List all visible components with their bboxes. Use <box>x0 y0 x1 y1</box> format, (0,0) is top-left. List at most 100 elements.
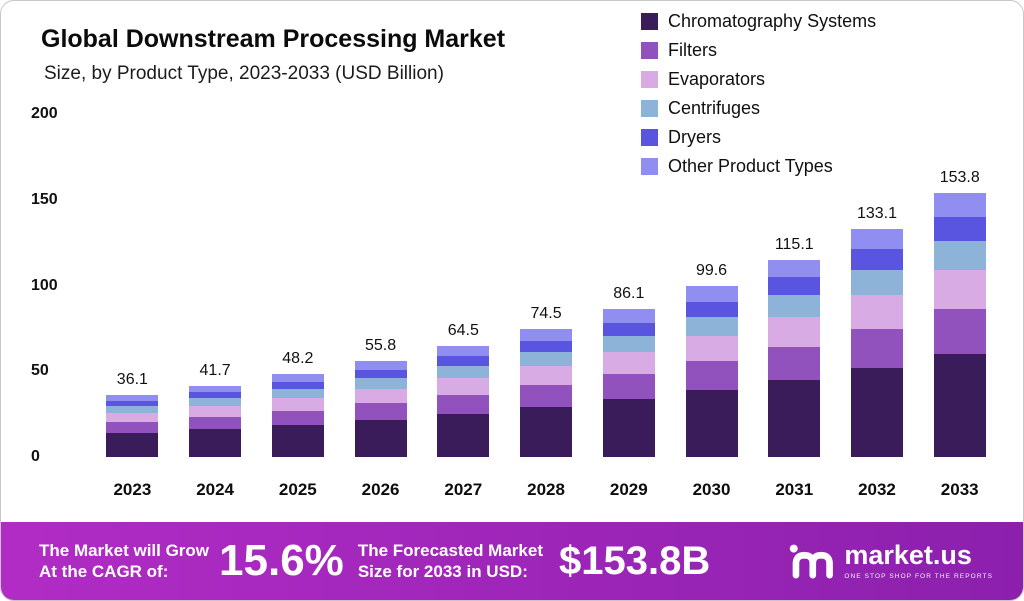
plot-area: 36.1 41.7 48.2 55.8 64.5 74.5 86.1 99.6 115.1 133… <box>91 97 1001 457</box>
bar-segment-centrifuges <box>768 295 821 317</box>
bar-segment-other-product-types <box>106 395 159 401</box>
bar-total-label: 153.8 <box>939 169 980 187</box>
cagr-label-line1: The Market will Grow <box>39 540 210 560</box>
bar-total-label: 99.6 <box>695 262 728 280</box>
x-axis: 2023 2024 2025 2026 2027 2028 2029 2030 2031 2032… <box>91 480 1001 504</box>
bar-segment-chromatography-systems <box>933 354 986 457</box>
bar-segment-filters <box>271 410 324 425</box>
y-tick-150: 150 <box>31 190 58 208</box>
bar-column-2024: 41.7 <box>174 362 257 458</box>
bar-segment-evaporators <box>933 269 986 310</box>
bar-segment-chromatography-systems <box>602 399 655 457</box>
bar-total-label: 74.5 <box>530 305 562 323</box>
chart-header: Global Downstream Processing Market Size… <box>41 25 505 85</box>
legend-item-dryers: Dryers <box>641 127 876 148</box>
bar-segment-evaporators <box>602 352 655 375</box>
cagr-value: 15.6% <box>219 536 344 585</box>
bar-2029 <box>602 309 655 457</box>
bar-segment-other-product-types <box>602 309 655 323</box>
y-tick-100: 100 <box>31 276 58 294</box>
legend-label: Dryers <box>668 127 721 147</box>
brand-name: market.us <box>844 540 972 570</box>
bar-segment-other-product-types <box>437 346 490 357</box>
forecast-value: $153.8B <box>559 538 711 583</box>
bar-segment-chromatography-systems <box>850 367 903 457</box>
bar-2027 <box>437 346 490 457</box>
bar-segment-chromatography-systems <box>106 432 159 457</box>
bar-segment-filters <box>602 374 655 400</box>
legend-label: Chromatography Systems <box>668 11 877 31</box>
legend-swatch-evaporators <box>641 71 658 88</box>
y-tick-50: 50 <box>31 362 49 380</box>
x-tick-2029: 2029 <box>609 480 648 499</box>
x-tick-2028: 2028 <box>527 480 565 499</box>
x-tick-2033: 2033 <box>940 480 979 499</box>
legend-item-other-product-types: Other Product Types <box>641 156 876 177</box>
bar-segment-dryers <box>437 356 490 367</box>
legend-item-centrifuges: Centrifuges <box>641 98 876 119</box>
bar-total-label: 64.5 <box>447 322 479 340</box>
bar-segment-chromatography-systems <box>685 390 738 457</box>
bar-segment-dryers <box>271 381 324 390</box>
forecast-label-line1: The Forecasted Market <box>357 540 543 560</box>
bar-2028 <box>520 329 573 457</box>
chart-subtitle: Size, by Product Type, 2023-2033 (USD Bi… <box>44 63 444 84</box>
legend-item-chromatography-systems: Chromatography Systems <box>641 11 876 32</box>
bar-total-label: 115.1 <box>774 235 814 253</box>
bar-segment-evaporators <box>850 294 903 330</box>
bar-total-label: 86.1 <box>613 285 645 303</box>
bar-column-2029: 86.1 <box>587 285 670 457</box>
x-tick-2027: 2027 <box>444 480 483 499</box>
bar-segment-evaporators <box>437 378 490 395</box>
bar-segment-chromatography-systems <box>768 380 821 457</box>
bar-total-label: 133.1 <box>856 204 897 222</box>
legend-item-filters: Filters <box>641 40 876 61</box>
bar-column-2033: 153.8 <box>918 169 1001 457</box>
bar-column-2028: 74.5 <box>505 305 588 457</box>
bar-segment-evaporators <box>520 366 573 386</box>
bar-segment-filters <box>354 403 407 420</box>
legend-swatch-chromatography-systems <box>641 13 658 30</box>
bar-column-2025: 48.2 <box>256 350 339 457</box>
bar-column-2027: 64.5 <box>422 322 505 457</box>
bar-segment-chromatography-systems <box>271 424 324 457</box>
bar-segment-filters <box>437 394 490 414</box>
bar-segment-centrifuges <box>520 352 573 367</box>
bar-segment-centrifuges <box>189 398 242 407</box>
bar-segment-other-product-types <box>768 259 821 278</box>
bar-segment-centrifuges <box>602 335 655 353</box>
bar-total-label: 48.2 <box>282 350 314 368</box>
legend-label: Other Product Types <box>668 156 833 176</box>
bar-segment-centrifuges <box>437 366 490 379</box>
legend-swatch-centrifuges <box>641 100 658 117</box>
x-tick-2024: 2024 <box>196 480 235 499</box>
bar-segment-dryers <box>602 322 655 336</box>
bar-segment-evaporators <box>354 388 407 404</box>
y-tick-200: 200 <box>31 105 58 122</box>
bar-segment-filters <box>768 346 821 381</box>
legend-label: Evaporators <box>668 69 766 89</box>
legend-item-evaporators: Evaporators <box>641 69 876 90</box>
bar-segment-centrifuges <box>271 389 324 399</box>
bar-2024 <box>189 385 242 458</box>
stacked-bar-chart: 0 50 100 150 200 36.1 41.7 48.2 55.8 64.5 74.5 86.… <box>31 97 1001 522</box>
legend-swatch-filters <box>641 42 658 59</box>
x-tick-2026: 2026 <box>361 480 400 499</box>
bar-segment-chromatography-systems <box>520 407 573 457</box>
bar-segment-evaporators <box>685 335 738 362</box>
bar-2025 <box>271 374 324 457</box>
bar-segment-other-product-types <box>189 385 242 392</box>
x-tick-2030: 2030 <box>692 480 731 499</box>
bar-segment-dryers <box>354 369 407 379</box>
bar-segment-dryers <box>520 340 573 353</box>
x-tick-2025: 2025 <box>278 480 317 499</box>
bar-segment-centrifuges <box>106 406 159 413</box>
bar-segment-centrifuges <box>354 378 407 389</box>
bar-segment-chromatography-systems <box>354 419 407 457</box>
bar-segment-centrifuges <box>850 269 903 295</box>
brand-tagline: ONE STOP SHOP FOR THE REPORTS <box>844 573 993 580</box>
bar-segment-filters <box>933 309 986 354</box>
bar-segment-other-product-types <box>933 193 986 217</box>
legend: Chromatography Systems Filters Evaporators… <box>641 11 876 177</box>
bar-2031 <box>768 259 821 457</box>
